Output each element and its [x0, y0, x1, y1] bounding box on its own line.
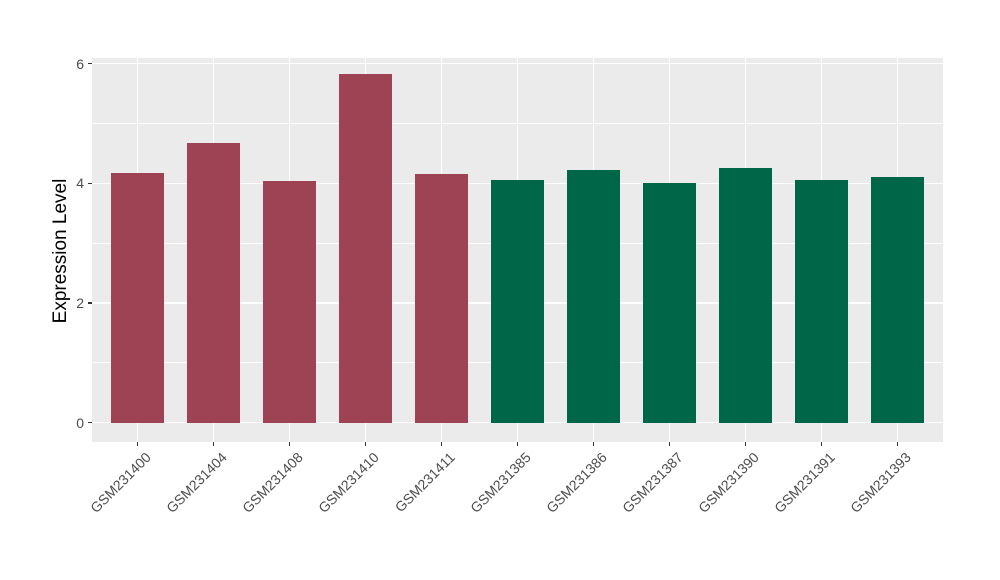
bar	[871, 176, 925, 423]
bar	[643, 182, 697, 423]
x-tick-label: GSM231391	[771, 449, 838, 516]
bar	[795, 179, 849, 423]
x-tick	[212, 442, 215, 446]
y-tick-label: 6	[76, 55, 84, 72]
bar	[719, 167, 773, 423]
y-tick-label: 0	[76, 414, 84, 431]
x-tick	[668, 442, 671, 446]
y-tick	[88, 62, 92, 65]
bar	[187, 142, 241, 423]
y-tick	[88, 421, 92, 424]
bar	[567, 170, 621, 423]
x-tick-label: GSM231411	[391, 449, 458, 516]
bar	[111, 173, 165, 423]
x-tick-label: GSM231393	[847, 449, 914, 516]
bar	[491, 180, 545, 423]
bar	[415, 173, 469, 423]
x-tick	[592, 442, 595, 446]
x-tick	[364, 442, 367, 446]
bar	[339, 74, 393, 423]
bar	[263, 180, 317, 423]
x-tick-label: GSM231390	[695, 449, 762, 516]
y-axis-title: Expression Level	[50, 178, 71, 324]
x-tick	[288, 442, 291, 446]
y-tick	[88, 182, 92, 185]
x-tick	[440, 442, 443, 446]
x-tick-label: GSM231408	[239, 449, 306, 516]
x-tick-label: GSM231386	[543, 449, 610, 516]
y-tick-label: 4	[76, 175, 84, 192]
x-tick	[820, 442, 823, 446]
y-tick	[88, 302, 92, 304]
x-tick	[744, 442, 747, 446]
x-tick	[896, 442, 899, 446]
x-tick	[516, 442, 519, 446]
x-tick-label: GSM231387	[619, 449, 686, 516]
x-tick-label: GSM231400	[87, 449, 154, 516]
x-tick-label: GSM231404	[163, 449, 230, 516]
x-tick	[136, 442, 139, 446]
x-tick-label: GSM231410	[315, 449, 382, 516]
x-tick-label: GSM231385	[467, 449, 534, 516]
plot-panel	[92, 58, 943, 442]
y-tick-label: 2	[76, 295, 84, 311]
